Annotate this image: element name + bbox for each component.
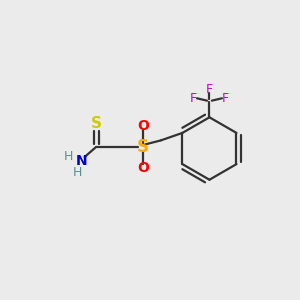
- Text: F: F: [222, 92, 230, 105]
- Text: N: N: [76, 154, 87, 168]
- Text: H: H: [63, 151, 73, 164]
- Text: F: F: [206, 83, 213, 96]
- Text: H: H: [73, 166, 82, 179]
- Text: O: O: [137, 119, 149, 133]
- Text: S: S: [91, 116, 102, 131]
- Text: O: O: [137, 161, 149, 175]
- Text: S: S: [136, 138, 148, 156]
- Text: F: F: [190, 92, 197, 105]
